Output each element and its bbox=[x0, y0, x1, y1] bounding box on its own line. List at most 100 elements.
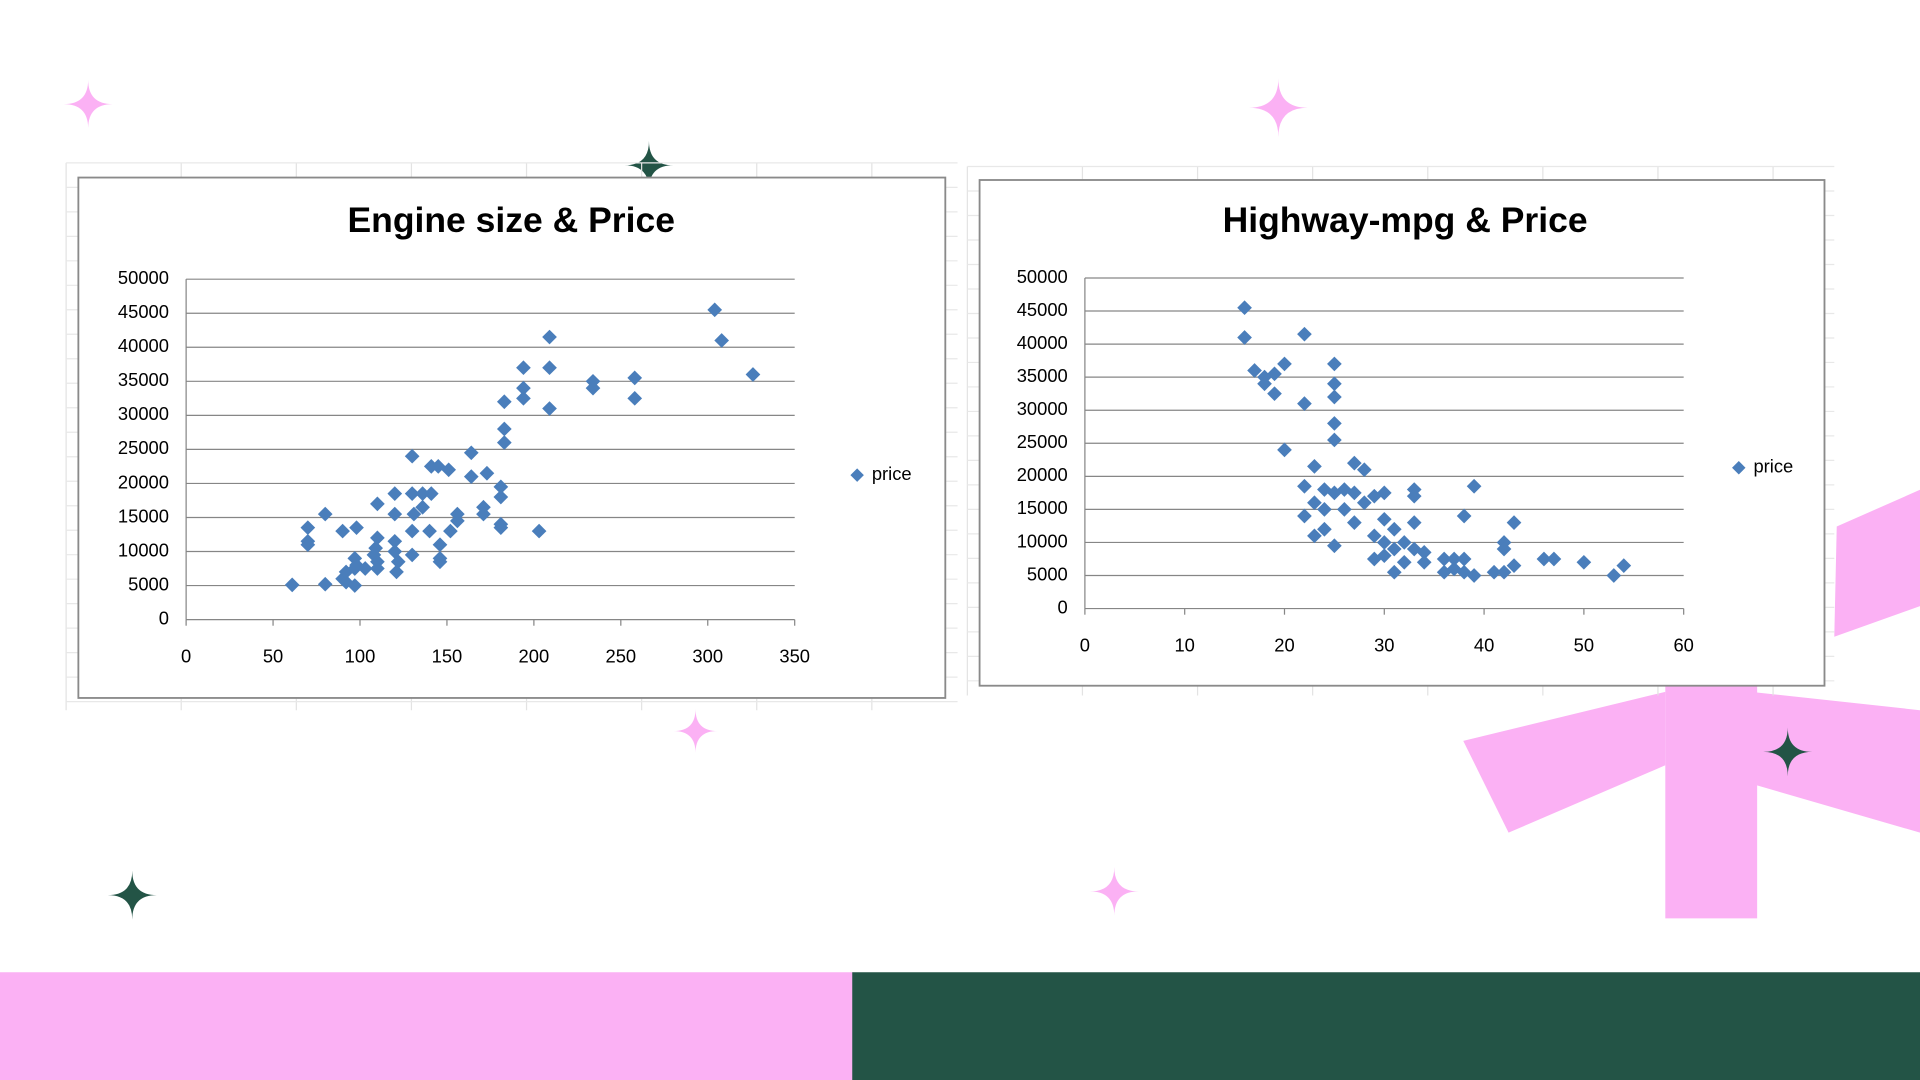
sparkle bbox=[673, 708, 718, 754]
y-tick-label: 20000 bbox=[118, 471, 169, 492]
data-point bbox=[1307, 459, 1322, 474]
data-point bbox=[387, 486, 403, 501]
data-point bbox=[387, 533, 403, 549]
data-point bbox=[1297, 326, 1312, 342]
y-tick-label: 25000 bbox=[1017, 431, 1068, 452]
data-point bbox=[1347, 455, 1362, 471]
data-point bbox=[406, 506, 422, 522]
y-tick-label: 5000 bbox=[128, 573, 169, 594]
y-tick-label: 10000 bbox=[118, 539, 169, 560]
data-point bbox=[1386, 521, 1402, 537]
data-point bbox=[389, 564, 404, 580]
y-tick-label: 40000 bbox=[1017, 332, 1068, 353]
chart-title: Highway-mpg & Price bbox=[1223, 200, 1588, 240]
data-point bbox=[1327, 389, 1342, 405]
data-point bbox=[1406, 488, 1422, 504]
y-tick-label: 45000 bbox=[118, 301, 169, 322]
data-point bbox=[415, 486, 430, 501]
x-tick-label: 50 bbox=[263, 645, 283, 666]
data-point bbox=[300, 537, 316, 553]
chart: Highway-mpg & Price 0 5000 10000 15000 20000 2… bbox=[966, 165, 1835, 696]
x-tick-label: 40 bbox=[1474, 634, 1494, 655]
data-point bbox=[1396, 535, 1412, 550]
y-tick-label: 20000 bbox=[1017, 464, 1068, 485]
data-point bbox=[1376, 548, 1392, 564]
x-tick-label: 60 bbox=[1673, 634, 1693, 655]
legend-label: price bbox=[872, 463, 912, 484]
data-point bbox=[1376, 511, 1392, 527]
data-point bbox=[479, 465, 495, 481]
data-point bbox=[496, 421, 512, 437]
y-tick-label: 15000 bbox=[1017, 497, 1068, 518]
data-point bbox=[317, 506, 333, 522]
data-point bbox=[463, 469, 479, 484]
data-point bbox=[476, 506, 491, 522]
data-point bbox=[493, 489, 509, 505]
legend-label: price bbox=[1753, 456, 1793, 477]
data-point bbox=[627, 390, 643, 406]
data-point bbox=[1466, 568, 1482, 583]
y-tick-label: 30000 bbox=[118, 403, 169, 424]
sparkle bbox=[1089, 866, 1139, 916]
x-tick-label: 0 bbox=[1080, 634, 1090, 655]
x-tick-label: 300 bbox=[692, 645, 723, 666]
data-point bbox=[450, 513, 465, 529]
data-point bbox=[1506, 515, 1522, 530]
data-point bbox=[496, 435, 512, 450]
x-tick-label: 10 bbox=[1174, 634, 1194, 655]
data-point bbox=[1496, 541, 1512, 557]
data-point bbox=[1297, 396, 1312, 411]
data-point bbox=[1366, 528, 1382, 544]
sparkle bbox=[1248, 78, 1308, 138]
data-point bbox=[1327, 356, 1342, 372]
data-point bbox=[300, 520, 316, 536]
data-point bbox=[349, 520, 364, 536]
data-point bbox=[1606, 568, 1622, 583]
data-point bbox=[387, 506, 403, 522]
data-point bbox=[493, 520, 509, 536]
data-point bbox=[1347, 485, 1362, 501]
y-tick-label: 15000 bbox=[118, 505, 169, 526]
x-tick-label: 50 bbox=[1574, 634, 1594, 655]
data-point bbox=[714, 333, 730, 348]
x-tick-label: 20 bbox=[1274, 634, 1294, 655]
y-tick-label: 35000 bbox=[1017, 365, 1068, 386]
data-point bbox=[493, 479, 509, 495]
data-point bbox=[370, 561, 385, 576]
sparkle bbox=[63, 79, 113, 129]
data-point bbox=[1267, 366, 1282, 382]
legend-marker bbox=[850, 468, 864, 482]
data-point bbox=[1307, 495, 1322, 511]
y-tick-label: 25000 bbox=[118, 437, 169, 458]
decor-shape bbox=[1665, 685, 1758, 919]
y-tick-label: 5000 bbox=[1027, 563, 1068, 584]
data-point bbox=[1277, 356, 1292, 372]
y-tick-label: 50000 bbox=[118, 267, 169, 288]
sparkle bbox=[107, 870, 157, 920]
decor-shape bbox=[1834, 489, 1920, 637]
legend-marker bbox=[1732, 461, 1746, 475]
x-tick-label: 350 bbox=[779, 645, 810, 666]
decor-shape bbox=[1463, 691, 1666, 833]
data-point bbox=[1317, 521, 1332, 537]
footer-band bbox=[0, 972, 854, 1080]
y-tick-label: 0 bbox=[1058, 596, 1068, 617]
data-point bbox=[1456, 508, 1472, 524]
y-tick-label: 30000 bbox=[1017, 398, 1068, 419]
data-point bbox=[1327, 538, 1342, 554]
data-point bbox=[1277, 442, 1292, 458]
data-point bbox=[1267, 386, 1282, 402]
data-point bbox=[1307, 528, 1322, 544]
x-tick-label: 100 bbox=[345, 645, 376, 666]
data-point bbox=[1406, 515, 1422, 530]
y-tick-label: 35000 bbox=[118, 369, 169, 390]
x-tick-label: 0 bbox=[181, 645, 191, 666]
data-point bbox=[1356, 495, 1372, 511]
y-tick-label: 40000 bbox=[118, 335, 169, 356]
x-tick-label: 200 bbox=[519, 645, 550, 666]
chart-frame bbox=[77, 176, 947, 699]
data-point bbox=[370, 496, 385, 512]
data-point bbox=[1416, 545, 1432, 560]
data-point bbox=[707, 302, 723, 318]
